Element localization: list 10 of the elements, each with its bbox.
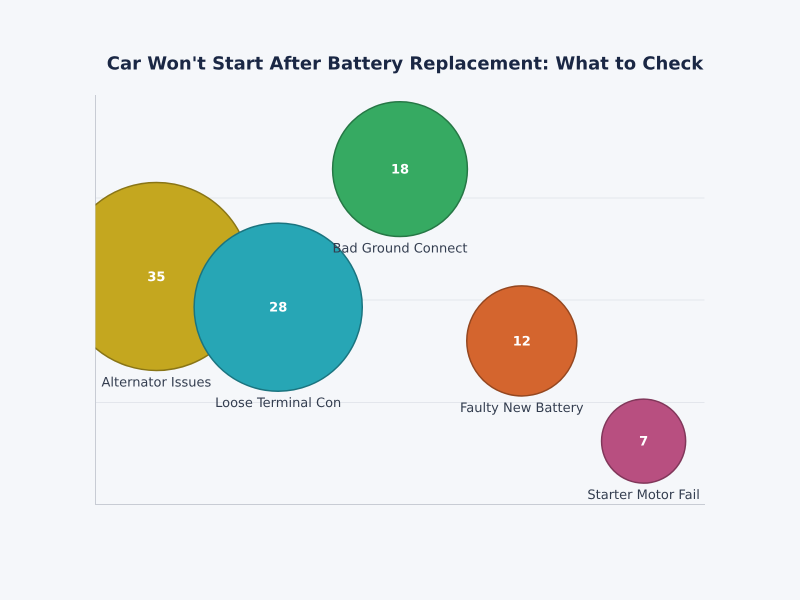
text: Car Won't Start After Battery Replacement: What to Check (106, 53, 704, 74)
category-label: Faulty New Battery (460, 400, 584, 416)
category-label: Alternator Issues (101, 375, 212, 390)
data-label: 28 (269, 300, 288, 316)
category-label: Starter Motor Fail (587, 488, 700, 504)
data-label: 7 (639, 434, 648, 450)
data-label: 35 (147, 270, 166, 285)
category-label: Loose Terminal Con (215, 396, 342, 412)
data-label: 12 (512, 334, 531, 350)
data-label: 18 (390, 162, 410, 178)
